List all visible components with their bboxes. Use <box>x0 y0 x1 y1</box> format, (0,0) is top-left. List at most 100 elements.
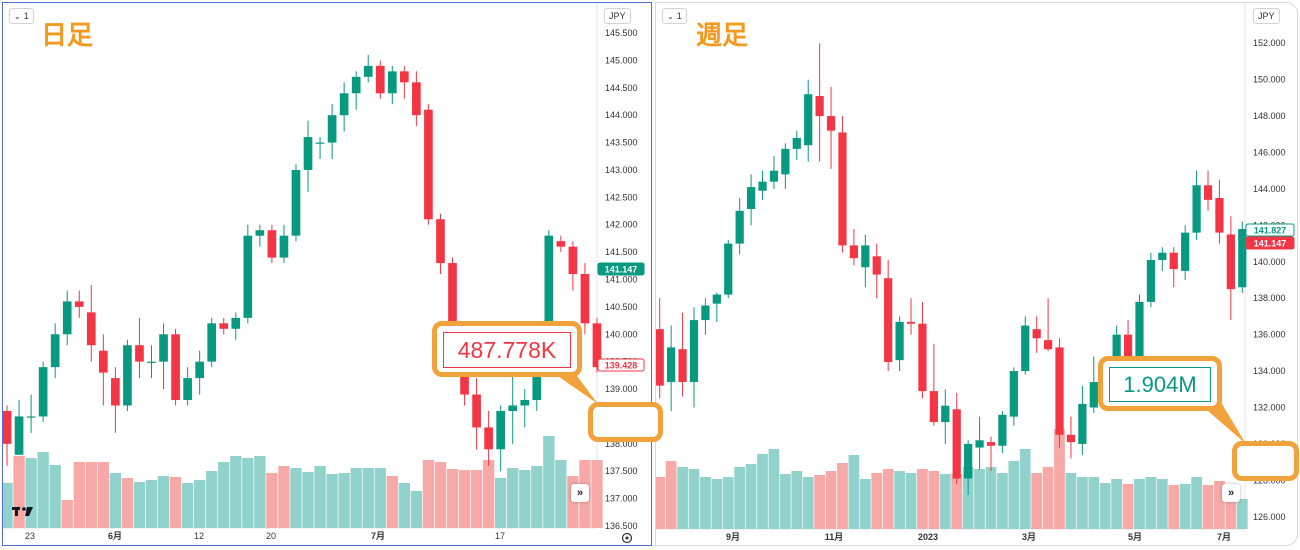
y-tick-label: 144.000 <box>605 110 638 120</box>
candlestick <box>861 234 870 288</box>
candlestick <box>74 290 84 318</box>
candle-body <box>1226 234 1235 290</box>
price-tag-text: 141.147 <box>605 265 638 275</box>
candlestick <box>26 394 36 433</box>
candle-body <box>315 142 325 144</box>
candle-body <box>1215 198 1224 233</box>
candlestick <box>712 292 721 322</box>
volume-bar <box>242 458 254 528</box>
volume-bar <box>13 456 25 528</box>
candlestick <box>701 298 710 335</box>
volume-bar <box>962 467 974 529</box>
candlestick <box>123 339 132 411</box>
candlestick <box>952 392 961 484</box>
candle-body <box>279 235 289 258</box>
y-tick-label: 126.000 <box>1253 512 1286 522</box>
volume-bar <box>1214 481 1225 529</box>
candle-body <box>1146 259 1156 302</box>
volume-bar <box>1076 477 1088 529</box>
y-tick-label: 143.500 <box>605 138 638 148</box>
volume-bar <box>1099 483 1111 529</box>
volume-bar <box>837 463 848 529</box>
interval-selector[interactable]: ⌄ 1 <box>662 8 687 24</box>
candle-body <box>38 367 48 417</box>
volume-bar <box>779 474 791 529</box>
interval-label: 1 <box>23 11 29 21</box>
right-volume-tag-highlight <box>1232 441 1299 481</box>
candle-body <box>1021 325 1030 372</box>
scroll-to-realtime-button[interactable]: » <box>571 484 589 502</box>
candle-body <box>769 170 779 182</box>
candle-body <box>363 65 373 77</box>
chart-title: 週足 <box>696 21 749 51</box>
weekly-chart-panel[interactable]: ⌄1 JPY 週足 126.000128.000130.000132.00013… <box>655 2 1298 546</box>
price-tag-text: 141.827 <box>1254 226 1287 236</box>
candle-body <box>99 350 108 373</box>
candle-body <box>872 256 881 275</box>
volume-bar <box>1111 479 1123 529</box>
volume-bar <box>768 449 780 529</box>
volume-bar <box>482 460 495 528</box>
daily-candlestick-chart[interactable]: 136.500137.000137.500138.000138.500139.0… <box>3 3 651 544</box>
candle-body <box>568 246 578 275</box>
candle-body <box>496 410 505 450</box>
volume-bar <box>266 473 278 528</box>
candlestick <box>758 170 767 200</box>
candle-body <box>826 116 836 131</box>
candlestick <box>792 130 801 160</box>
volume-callout-value: 487.778K <box>443 332 571 368</box>
y-tick-label: 139.000 <box>605 384 638 394</box>
x-tick-label: 23 <box>25 531 35 541</box>
candle-body <box>400 71 409 83</box>
candle-body <box>1238 229 1247 288</box>
volume-bar <box>145 480 158 528</box>
candlestick <box>375 60 385 99</box>
volume-bar <box>1191 477 1202 529</box>
candlestick <box>975 416 984 470</box>
candlestick <box>1146 252 1156 308</box>
candle-body <box>1158 252 1167 260</box>
volume-bar <box>882 469 894 529</box>
currency-label[interactable]: JPY <box>604 8 631 24</box>
candlestick <box>111 367 120 433</box>
candle-body <box>667 347 676 382</box>
candlestick <box>147 345 156 379</box>
candle-body <box>1078 403 1087 444</box>
currency-label[interactable]: JPY <box>1253 8 1280 24</box>
volume-bar <box>290 468 302 528</box>
y-tick-label: 148.000 <box>1253 111 1286 121</box>
chevron-down-icon: ⌄ <box>667 12 674 21</box>
y-tick-label: 137.500 <box>605 466 638 476</box>
volume-bar <box>985 467 997 529</box>
candlestick <box>1066 416 1076 459</box>
interval-selector[interactable]: ⌄ 1 <box>9 8 34 24</box>
candle-body <box>544 235 554 368</box>
settings-gear-icon[interactable] <box>621 532 633 544</box>
volume-bar <box>591 460 603 528</box>
weekly-candlestick-chart[interactable]: 126.000128.000130.000132.000134.000136.0… <box>656 3 1297 545</box>
candle-body <box>183 378 192 401</box>
daily-chart-panel[interactable]: ⌄ 1 JPY 日足 136.500 137.000 137.500 138.000 13… <box>2 2 652 546</box>
volume-bar <box>802 477 814 529</box>
candlestick <box>929 343 938 426</box>
candle-body <box>746 187 756 209</box>
candle-body <box>724 243 733 295</box>
candlestick <box>243 224 253 324</box>
candlestick <box>363 54 373 83</box>
price-tag-text: 139.428 <box>605 361 638 371</box>
candlestick <box>207 317 217 368</box>
volume-bar <box>722 477 734 529</box>
y-tick-label: 143.000 <box>605 165 638 175</box>
volume-bar <box>905 473 917 529</box>
volume-bar <box>951 474 963 529</box>
candlestick <box>678 312 687 397</box>
volume-bar <box>519 470 531 528</box>
candle-body <box>135 345 144 362</box>
candlestick <box>838 116 847 253</box>
candle-body <box>1009 371 1018 417</box>
left-volume-tag-highlight <box>588 402 663 442</box>
candlestick <box>315 137 325 159</box>
y-tick-label: 140.000 <box>605 329 638 339</box>
candle-body <box>3 410 12 444</box>
scroll-to-realtime-button[interactable]: » <box>1222 484 1240 502</box>
